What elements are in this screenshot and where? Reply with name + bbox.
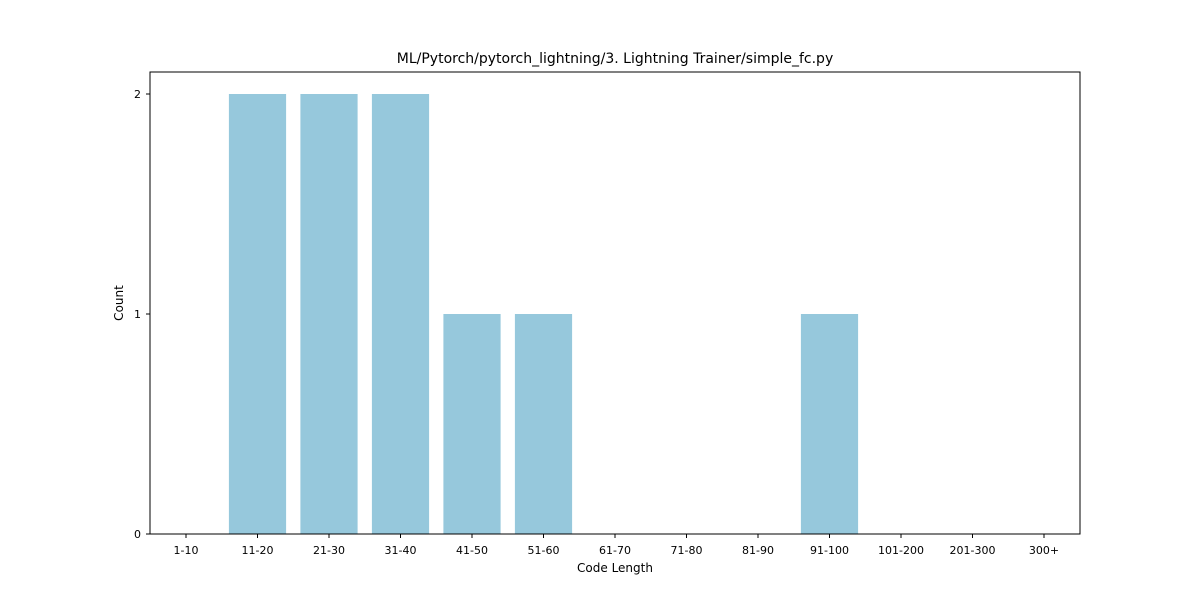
x-axis-ticks: 1-10 11-20 21-30 31-40 41-50 51-60 61-70 71-80 8… [174,534,1059,557]
y-tick-label: 2 [134,88,141,101]
x-tick-label: 201-300 [950,544,996,557]
bar-21-30 [300,94,358,534]
bars-group [228,94,859,534]
x-tick-label: 101-200 [878,544,924,557]
bar-11-20 [228,94,287,534]
bar-41-50 [443,314,501,534]
x-tick-label: 91-100 [810,544,849,557]
y-tick-label: 1 [134,308,141,321]
bar-51-60 [514,314,573,534]
plot-frame [149,71,1081,535]
chart-title: ML/Pytorch/pytorch_lightning/3. Lightnin… [397,51,833,67]
x-tick-label: 51-60 [528,544,560,557]
x-tick-label: 61-70 [599,544,631,557]
y-tick-label: 0 [134,528,141,541]
x-tick-label: 300+ [1029,544,1059,557]
x-tick-label: 31-40 [385,544,417,557]
x-tick-label: 11-20 [242,544,274,557]
bar-31-40 [371,94,430,534]
y-axis-label: Count [112,285,126,321]
x-axis-label: Code Length [577,561,653,575]
x-tick-label: 1-10 [174,544,199,557]
x-tick-label: 81-90 [742,544,774,557]
x-tick-label: 41-50 [456,544,488,557]
y-axis-ticks: 0 1 2 [134,88,150,541]
bar-91-100 [800,314,859,534]
x-tick-label: 21-30 [313,544,345,557]
x-tick-label: 71-80 [671,544,703,557]
